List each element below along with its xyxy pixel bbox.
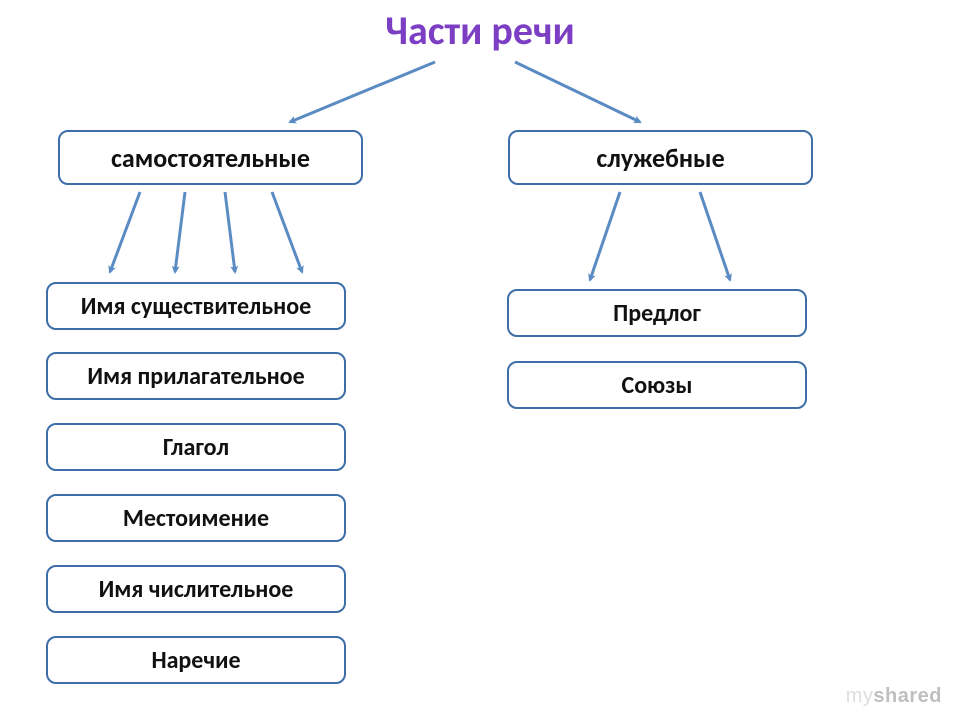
arrow (175, 192, 185, 272)
arrow (272, 192, 302, 272)
watermark-strong: shared (873, 685, 942, 707)
node-l6: Наречие (46, 636, 346, 684)
node-l2: Имя прилагательное (46, 352, 346, 400)
node-l3: Глагол (46, 423, 346, 471)
watermark: myshared (846, 685, 942, 708)
arrow (700, 192, 730, 280)
node-cat_left: самостоятельные (58, 130, 363, 185)
node-l5: Имя числительное (46, 565, 346, 613)
node-cat_right: служебные (508, 130, 813, 185)
arrow (225, 192, 235, 272)
node-l4: Местоимение (46, 494, 346, 542)
arrow (110, 192, 140, 272)
diagram-title: Части речи (0, 6, 960, 55)
arrow (590, 192, 620, 280)
node-l1: Имя существительное (46, 282, 346, 330)
node-r2: Союзы (507, 361, 807, 409)
arrow (290, 62, 435, 122)
arrow (515, 62, 640, 122)
watermark-prefix: my (846, 685, 874, 707)
node-r1: Предлог (507, 289, 807, 337)
